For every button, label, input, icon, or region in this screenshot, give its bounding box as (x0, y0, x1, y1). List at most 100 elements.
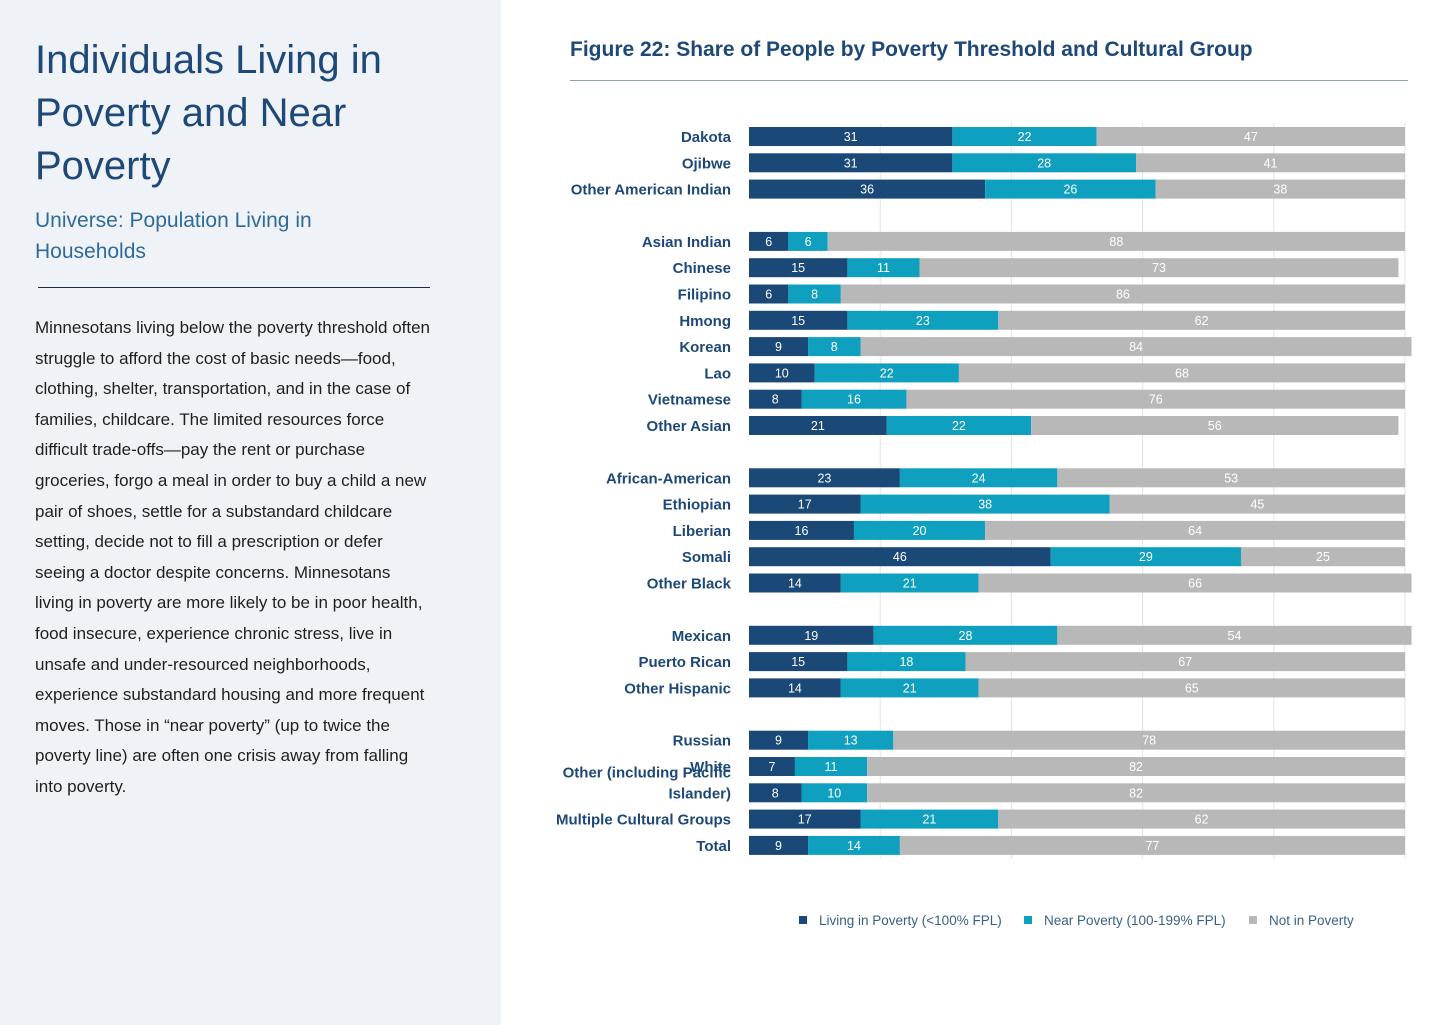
data-label-african-american-living-in-poverty-100-fpl: 23 (817, 471, 831, 485)
category-label-dakota: Dakota (681, 129, 732, 146)
bar-somali-near-poverty-100-199-fpl (1050, 547, 1241, 567)
data-label-russian-living-in-poverty-100-fpl: 9 (775, 734, 782, 748)
data-label-mexican-not-in-poverty: 54 (1227, 629, 1241, 643)
bar-russian-near-poverty-100-199-fpl (808, 730, 894, 750)
legend-swatch (1249, 916, 1257, 924)
bar-filipino-near-poverty-100-199-fpl (788, 284, 841, 304)
bar-lao-living-in-poverty-100-fpl (749, 363, 815, 383)
data-label-puerto-rican-near-poverty-100-199-fpl: 18 (899, 655, 913, 669)
legend-swatch (799, 916, 807, 924)
data-label-liberian-living-in-poverty-100-fpl: 16 (795, 524, 809, 538)
data-label-puerto-rican-not-in-poverty: 67 (1178, 655, 1192, 669)
bar-total-living-in-poverty-100-fpl (749, 835, 809, 855)
bar-other-asian-not-in-poverty (1031, 416, 1399, 435)
data-label-total-near-poverty-100-199-fpl: 14 (847, 839, 861, 853)
bar-puerto-rican-near-poverty-100-199-fpl (847, 652, 966, 672)
data-label-other-asian-living-in-poverty-100-fpl: 21 (811, 419, 825, 433)
bar-african-american-living-in-poverty-100-fpl (749, 468, 900, 488)
category-label-chinese: Chinese (673, 260, 731, 277)
data-label-mexican-near-poverty-100-199-fpl: 28 (959, 629, 973, 643)
category-label-liberian: Liberian (673, 523, 731, 540)
data-label-hmong-not-in-poverty: 62 (1195, 314, 1209, 328)
bar-lao-not-in-poverty (958, 363, 1405, 383)
category-label-total: Total (696, 838, 731, 855)
category-label-other-american-indian: Other American Indian (571, 182, 731, 199)
bar-chinese-near-poverty-100-199-fpl (847, 258, 920, 278)
data-label-ojibwe-living-in-poverty-100-fpl: 31 (844, 156, 858, 170)
bar-ojibwe-living-in-poverty-100-fpl (749, 153, 953, 173)
data-label-other-hispanic-near-poverty-100-199-fpl: 21 (903, 681, 917, 695)
data-label-dakota-living-in-poverty-100-fpl: 31 (844, 130, 858, 144)
bar-somali-living-in-poverty-100-fpl (749, 547, 1051, 567)
bar-puerto-rican-living-in-poverty-100-fpl (749, 652, 848, 672)
bar-chinese-living-in-poverty-100-fpl (749, 258, 848, 278)
figure-title-rule (570, 80, 1408, 81)
data-label-dakota-not-in-poverty: 47 (1244, 130, 1258, 144)
bar-white-near-poverty-100-199-fpl (794, 757, 868, 776)
universe-subtitle: Universe: Population Living in Household… (35, 209, 312, 263)
data-label-lao-living-in-poverty-100-fpl: 10 (775, 366, 789, 380)
bar-ethiopian-living-in-poverty-100-fpl (749, 494, 861, 514)
data-label-other-american-indian-living-in-poverty-100-fpl: 36 (860, 183, 874, 197)
data-label-ethiopian-living-in-poverty-100-fpl: 17 (798, 498, 812, 512)
data-label-chinese-near-poverty-100-199-fpl: 11 (877, 261, 890, 275)
legend-label: Living in Poverty (<100% FPL) (819, 913, 1002, 928)
bar-other-asian-near-poverty-100-199-fpl (886, 416, 1032, 435)
data-label-liberian-near-poverty-100-199-fpl: 20 (913, 524, 927, 538)
bar-liberian-living-in-poverty-100-fpl (749, 520, 854, 540)
data-label-other-asian-not-in-poverty: 56 (1208, 419, 1222, 433)
data-label-other-asian-near-poverty-100-199-fpl: 22 (952, 419, 966, 433)
category-label-hmong: Hmong (679, 313, 731, 330)
category-label-african-american: African-American (606, 470, 731, 487)
bar-dakota-near-poverty-100-199-fpl (952, 127, 1097, 146)
legend-label: Not in Poverty (1269, 913, 1354, 928)
bar-multiple-cultural-groups-living-in-poverty-100-fpl (749, 809, 861, 829)
legend-swatch (1024, 916, 1032, 924)
data-label-russian-near-poverty-100-199-fpl: 13 (844, 734, 858, 748)
legend-item-not-in-poverty: Not in Poverty (1249, 913, 1354, 928)
data-label-filipino-not-in-poverty: 86 (1116, 288, 1130, 302)
bar-other-american-indian-not-in-poverty (1155, 179, 1405, 199)
data-label-african-american-not-in-poverty: 53 (1224, 471, 1238, 485)
bar-mexican-not-in-poverty (1057, 625, 1412, 645)
bar-multiple-cultural-groups-near-poverty-100-199-fpl (860, 809, 999, 829)
bar-total-not-in-poverty (899, 835, 1405, 855)
bar-ojibwe-not-in-poverty (1136, 153, 1405, 173)
data-label-multiple-cultural-groups-not-in-poverty: 62 (1195, 813, 1209, 827)
data-label-liberian-not-in-poverty: 64 (1188, 524, 1202, 538)
data-label-somali-near-poverty-100-199-fpl: 29 (1139, 550, 1153, 564)
data-label-african-american-near-poverty-100-199-fpl: 24 (972, 471, 986, 485)
bar-liberian-not-in-poverty (985, 520, 1405, 540)
category-label-mexican: Mexican (672, 628, 731, 645)
data-label-other-american-indian-near-poverty-100-199-fpl: 26 (1063, 183, 1077, 197)
bar-other-asian-living-in-poverty-100-fpl (749, 416, 887, 435)
figure-title: Figure 22: Share of People by Poverty Th… (570, 38, 1253, 61)
data-label-ethiopian-near-poverty-100-199-fpl: 38 (978, 498, 992, 512)
bar-other-american-indian-near-poverty-100-199-fpl (985, 179, 1156, 199)
bar-korean-near-poverty-100-199-fpl (808, 337, 861, 357)
data-label-other-black-near-poverty-100-199-fpl: 21 (903, 577, 917, 591)
bar-korean-not-in-poverty (860, 337, 1412, 357)
data-label-total-living-in-poverty-100-fpl: 9 (775, 839, 782, 853)
bar-chinese-not-in-poverty (919, 258, 1399, 278)
bar-puerto-rican-not-in-poverty (965, 652, 1405, 672)
data-label-vietnamese-living-in-poverty-100-fpl: 8 (772, 393, 779, 407)
data-label-vietnamese-not-in-poverty: 76 (1149, 393, 1163, 407)
data-label-other-black-not-in-poverty: 66 (1188, 577, 1202, 591)
category-label-puerto-rican: Puerto Rican (638, 654, 731, 671)
category-label-ethiopian: Ethiopian (663, 497, 731, 514)
body-paragraph: Minnesotans living below the poverty thr… (35, 318, 431, 796)
data-label-other-including-pacific-islander-not-in-poverty: 82 (1129, 786, 1143, 800)
data-label-other-hispanic-not-in-poverty: 65 (1185, 681, 1199, 695)
data-label-korean-living-in-poverty-100-fpl: 9 (775, 340, 782, 354)
category-label-vietnamese: Vietnamese (648, 392, 731, 409)
category-label-other-asian: Other Asian (647, 418, 731, 435)
bar-hmong-near-poverty-100-199-fpl (847, 310, 999, 330)
bar-filipino-living-in-poverty-100-fpl (749, 284, 789, 304)
bar-ethiopian-near-poverty-100-199-fpl (860, 494, 1110, 514)
legend-item-living-in-poverty-100-fpl: Living in Poverty (<100% FPL) (799, 913, 1002, 928)
data-label-vietnamese-near-poverty-100-199-fpl: 16 (847, 393, 861, 407)
bar-somali-not-in-poverty (1241, 547, 1405, 567)
